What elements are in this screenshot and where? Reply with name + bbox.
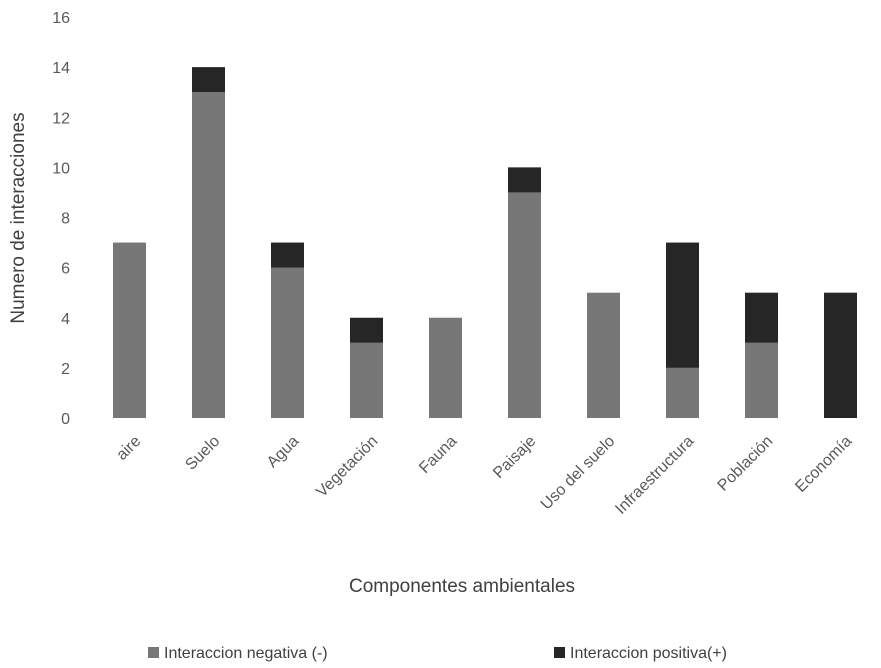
bar-negative	[113, 242, 146, 418]
bar-negative	[745, 342, 778, 418]
y-axis-ticks: 0 2 4 6 8 10 12 14 16	[52, 10, 70, 428]
bar-negative	[350, 342, 383, 418]
x-tick-label: Suelo	[182, 433, 223, 474]
x-tick-label: aire	[113, 433, 144, 464]
y-tick-label: 12	[52, 110, 70, 127]
x-tick-label: Vegetación	[313, 433, 381, 501]
bar-positive	[350, 317, 383, 343]
x-tick-label: Agua	[264, 433, 303, 472]
x-tick-label: Uso del suelo	[538, 433, 619, 514]
bar-negative	[192, 92, 225, 418]
bar-negative	[429, 317, 462, 418]
bar-negative	[271, 267, 304, 418]
y-tick-label: 0	[61, 411, 70, 428]
x-tick-label: Fauna	[416, 433, 460, 477]
y-axis-title: Numero de interacciones	[8, 112, 29, 323]
legend-label-negative: Interaccion negativa (-)	[164, 645, 328, 662]
legend-swatch-negative	[148, 647, 159, 658]
legend-swatch-positive	[554, 647, 565, 658]
y-tick-label: 14	[52, 60, 70, 77]
bars	[113, 67, 857, 418]
bar-negative	[587, 292, 620, 418]
y-tick-label: 2	[61, 361, 70, 378]
bar-positive	[824, 292, 857, 418]
x-axis-title: Componentes ambientales	[349, 576, 575, 597]
bar-positive	[666, 242, 699, 368]
x-tick-label: Población	[715, 433, 777, 495]
legend-label-positive: Interaccion positiva(+)	[570, 645, 727, 662]
bar-positive	[508, 167, 541, 193]
legend: Interaccion negativa (-) Interaccion pos…	[148, 645, 727, 662]
y-tick-label: 8	[61, 211, 70, 228]
bar-positive	[271, 242, 304, 268]
y-tick-label: 6	[61, 261, 70, 278]
x-tick-label: Economía	[792, 433, 855, 496]
x-tick-label: Paisaje	[490, 433, 539, 482]
bar-positive	[745, 292, 778, 343]
y-tick-label: 16	[52, 10, 70, 27]
y-tick-label: 4	[61, 311, 70, 328]
bar-negative	[666, 367, 699, 418]
y-tick-label: 10	[52, 160, 70, 177]
x-tick-label: Infraestructura	[612, 433, 697, 518]
bar-positive	[192, 67, 225, 93]
bar-negative	[508, 192, 541, 418]
